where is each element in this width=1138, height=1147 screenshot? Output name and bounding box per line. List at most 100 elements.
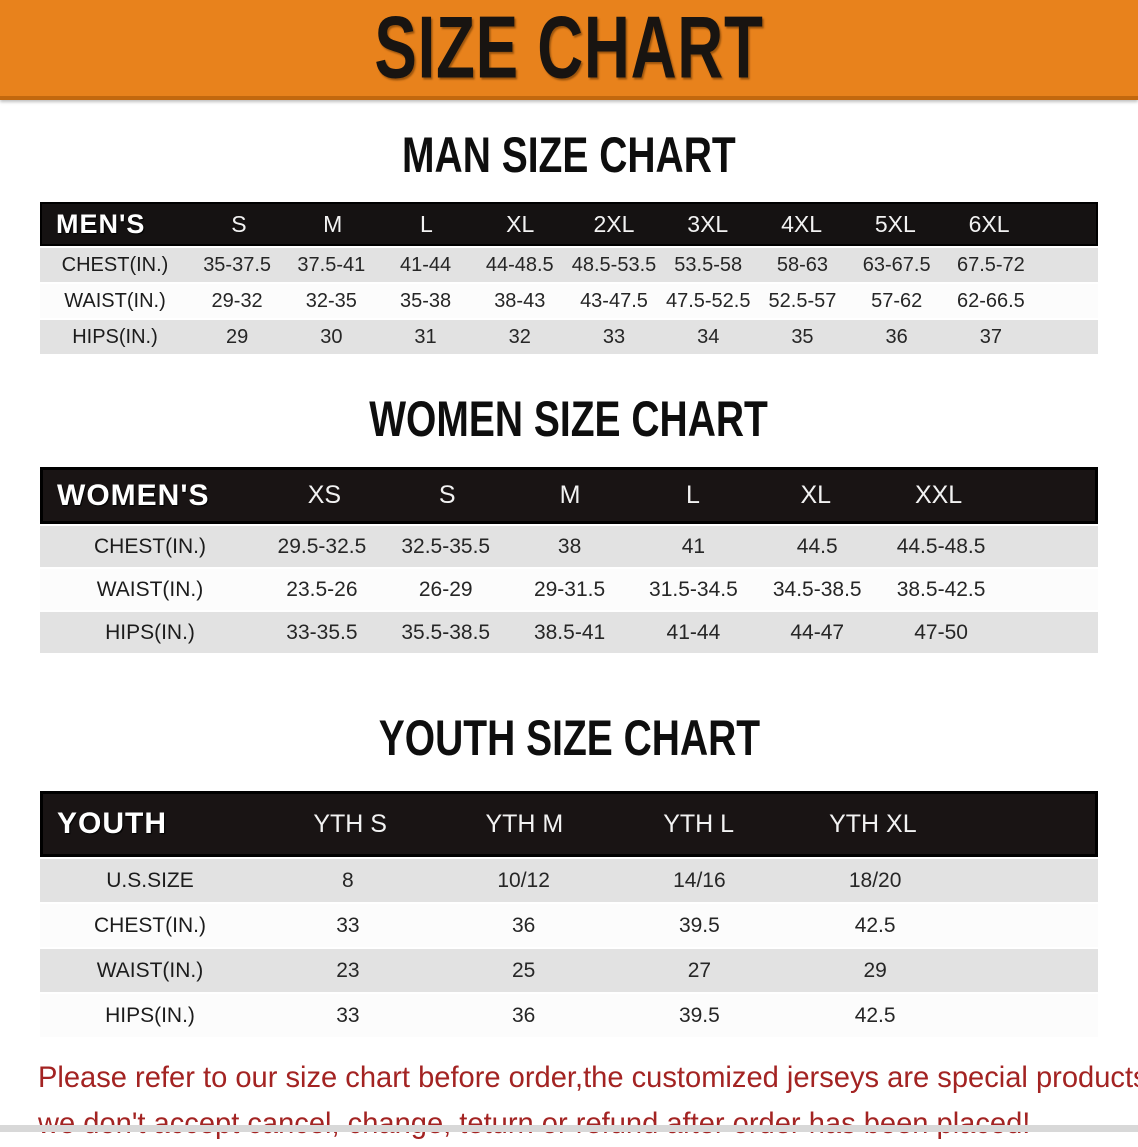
youth-section-heading-wrap: YOUTH SIZE CHART (0, 709, 1138, 767)
table-cell: 41-44 (666, 620, 721, 644)
column-header: 4XL (781, 210, 823, 237)
table-cell: 23.5-26 (286, 577, 358, 601)
youth-table-body: U.S.SIZE 8 10/12 14/16 18/20 CHEST(IN.) 33 36 39… (40, 857, 1098, 1037)
table-cell: 42.5 (854, 1003, 896, 1027)
table-row: HIPS(IN.) 33 36 39.5 42.5 (40, 992, 1098, 1037)
table-cell: 26-29 (418, 577, 473, 601)
table-row: WAIST(IN.) 23.5-26 26-29 29-31.5 31.5-34.5 34… (40, 567, 1098, 610)
table-cell: 36 (511, 1003, 536, 1027)
disclaimer-line-2: we don't accept cancel, change, teturn o… (38, 1107, 1031, 1140)
row-label: CHEST(IN.) (94, 534, 206, 558)
table-cell: 33 (336, 913, 360, 937)
row-label: U.S.SIZE (106, 868, 194, 892)
row-label: CHEST(IN.) (61, 253, 169, 276)
table-cell: 33 (336, 1003, 360, 1027)
table-cell: 47.5-52.5 (665, 289, 751, 312)
table-cell: 39.5 (678, 913, 720, 937)
table-row: CHEST(IN.) 29.5-32.5 32.5-35.5 38 41 44.5 44.5… (40, 524, 1098, 567)
table-cell: 52.5-57 (768, 289, 837, 312)
table-cell: 29 (225, 325, 249, 348)
table-cell: 38 (557, 534, 582, 558)
row-label: WAIST(IN.) (64, 289, 166, 312)
row-label: WAIST(IN.) (96, 958, 204, 982)
table-cell: 41-44 (399, 253, 452, 276)
table-cell: 30 (320, 325, 343, 348)
table-cell: 32 (508, 325, 531, 348)
column-header: 5XL (874, 210, 916, 237)
row-label: HIPS(IN.) (105, 620, 195, 644)
size-chart-banner: SIZE CHART (0, 0, 1138, 100)
man-section-heading: MAN SIZE CHART (402, 127, 736, 183)
table-cell: 58-63 (776, 253, 829, 276)
table-cell: 36 (885, 325, 908, 348)
table-cell: 25 (511, 958, 536, 982)
column-header: YTH XL (829, 809, 917, 838)
table-cell: 38.5-41 (533, 620, 606, 644)
table-row: HIPS(IN.) 29 30 31 32 33 34 35 36 37 (40, 318, 1098, 354)
table-cell: 29-32 (211, 289, 263, 312)
table-cell: 29 (863, 958, 887, 982)
table-cell: 35.5-38.5 (401, 620, 491, 644)
women-table-header-label: WOMEN'S (57, 478, 210, 512)
table-cell: 34.5-38.5 (772, 577, 862, 601)
men-table-body: CHEST(IN.) 35-37.5 37.5-41 41-44 44-48.5 48.5… (40, 246, 1098, 354)
table-cell: 39.5 (678, 1003, 720, 1027)
men-table-header-label: MEN'S (56, 208, 146, 239)
table-cell: 36 (511, 913, 536, 937)
table-cell: 57-62 (871, 289, 923, 312)
table-cell: 35-37.5 (203, 253, 272, 276)
disclaimer-line-1: Please refer to our size chart before or… (38, 1061, 1138, 1094)
women-section-heading: WOMEN SIZE CHART (369, 391, 769, 447)
men-table-header: MEN'S S M L XL 2XL 3XL 4XL 5XL 6XL (40, 202, 1098, 246)
men-size-table: MEN'S S M L XL 2XL 3XL 4XL 5XL 6XL CHEST(IN.) 35-… (40, 202, 1098, 354)
table-cell: 32-35 (305, 289, 357, 312)
column-header: YTH S (313, 809, 387, 838)
table-cell: 43-47.5 (580, 289, 648, 312)
column-header: M (323, 210, 343, 237)
table-cell: 44.5 (796, 534, 838, 558)
table-cell: 23 (336, 958, 360, 982)
women-table-body: CHEST(IN.) 29.5-32.5 32.5-35.5 38 41 44.5 44.5… (40, 524, 1098, 653)
table-cell: 37.5-41 (297, 253, 366, 276)
table-cell: 33 (602, 325, 626, 348)
table-cell: 53.5-58 (674, 253, 743, 276)
women-section-heading-wrap: WOMEN SIZE CHART (0, 390, 1138, 448)
bottom-edge-strip (0, 1125, 1138, 1132)
table-row: WAIST(IN.) 29-32 32-35 35-38 38-43 43-47.5 47.… (40, 282, 1098, 318)
table-cell: 38-43 (494, 289, 546, 312)
row-label: HIPS(IN.) (105, 1003, 195, 1027)
table-cell: 37 (979, 325, 1002, 348)
column-header: XXL (914, 481, 963, 509)
women-size-table: WOMEN'S XS S M L XL XXL CHEST(IN.) 29.5-32.5 32… (40, 467, 1098, 653)
column-header: 3XL (687, 210, 729, 237)
youth-table-header-label: YOUTH (57, 807, 167, 840)
table-cell: 8 (342, 868, 354, 892)
table-cell: 14/16 (673, 868, 726, 892)
disclaimer: Please refer to our size chart before or… (38, 1055, 1138, 1147)
column-header: XL (506, 210, 535, 237)
table-row: HIPS(IN.) 33-35.5 35.5-38.5 38.5-41 41-44 44-… (40, 610, 1098, 653)
column-header: L (685, 481, 700, 509)
table-cell: 41 (681, 534, 706, 558)
table-row: U.S.SIZE 8 10/12 14/16 18/20 (40, 857, 1098, 902)
table-cell: 47-50 (914, 620, 968, 644)
table-cell: 31.5-34.5 (649, 577, 738, 601)
table-cell: 33-35.5 (286, 620, 358, 644)
table-row: CHEST(IN.) 33 36 39.5 42.5 (40, 902, 1098, 947)
youth-section-heading: YOUTH SIZE CHART (378, 710, 760, 766)
column-header: 6XL (968, 210, 1010, 237)
column-header: M (559, 481, 581, 509)
column-header: XS (307, 481, 342, 509)
table-cell: 35 (791, 325, 814, 348)
column-header: S (231, 210, 247, 237)
table-cell: 44.5-48.5 (896, 534, 986, 558)
column-header: S (438, 481, 456, 509)
table-cell: 48.5-53.5 (571, 253, 657, 276)
banner-title: SIZE CHART (374, 0, 764, 97)
table-cell: 67.5-72 (956, 253, 1025, 276)
table-cell: 44-48.5 (485, 253, 554, 276)
column-header: L (420, 210, 433, 237)
man-section-heading-wrap: MAN SIZE CHART (0, 126, 1138, 184)
table-cell: 63-67.5 (862, 253, 931, 276)
column-header: 2XL (593, 210, 635, 237)
